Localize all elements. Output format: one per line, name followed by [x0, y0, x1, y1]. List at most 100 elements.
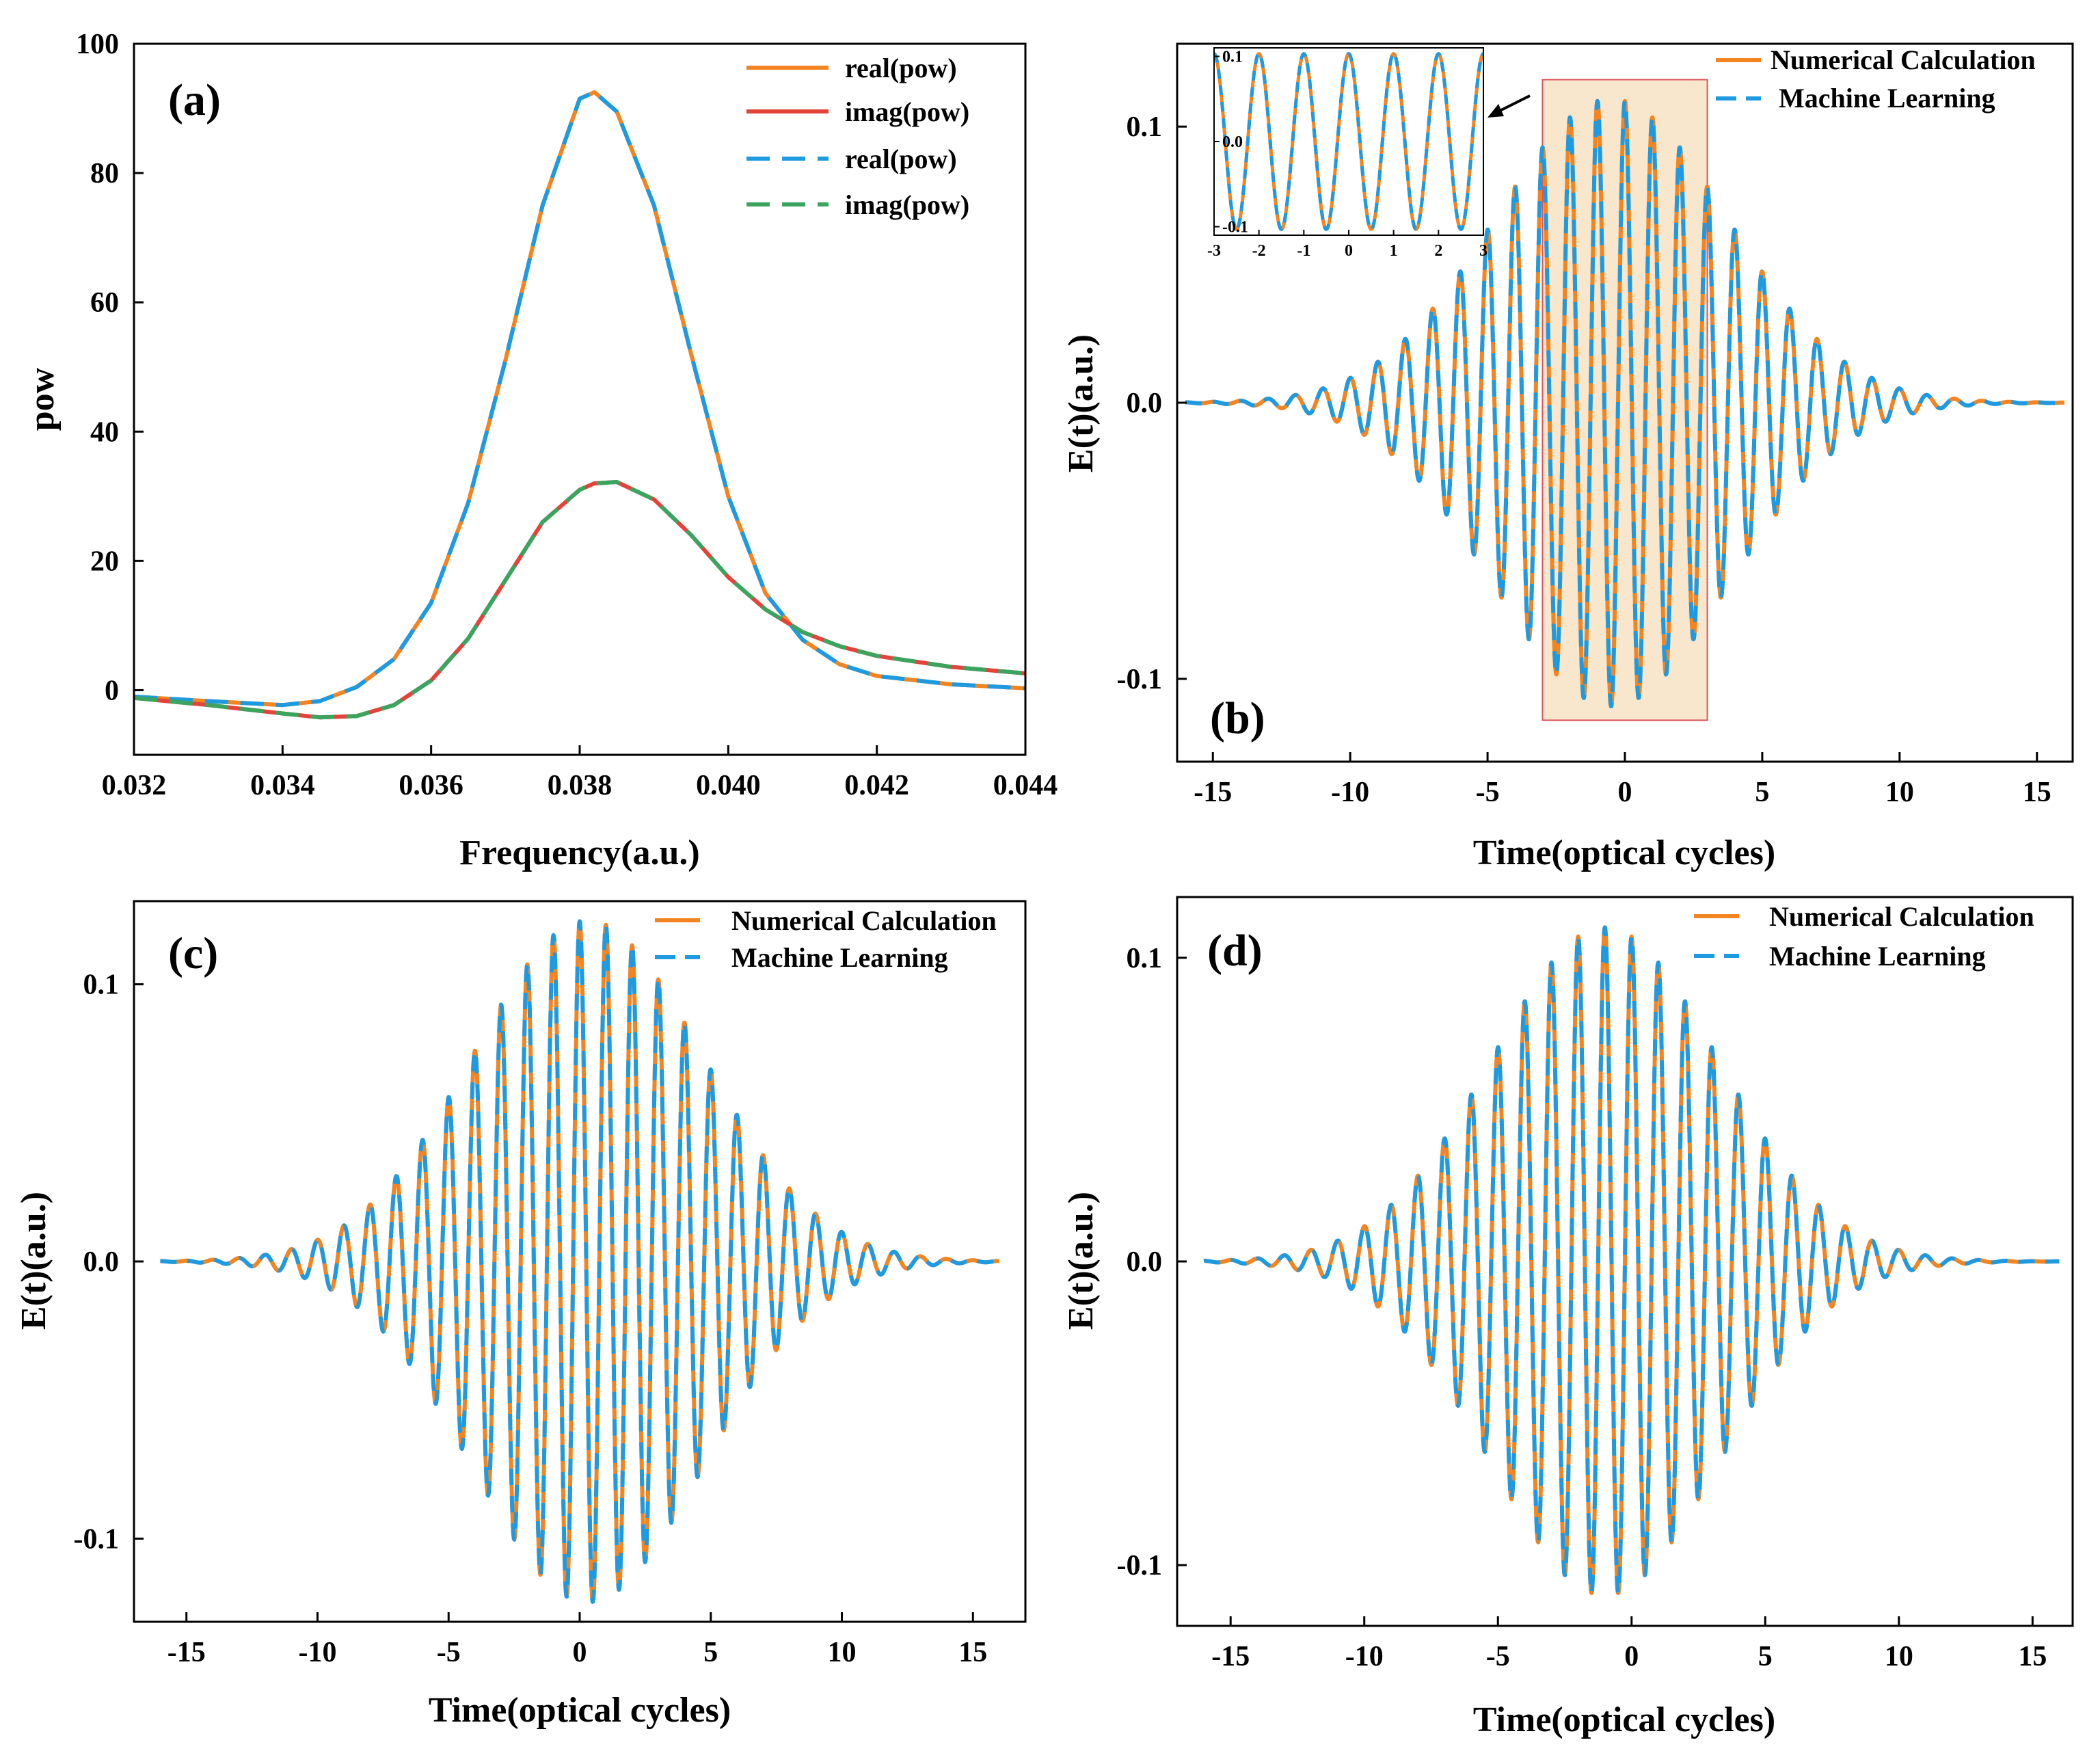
legend-label-imag-pow-dashed: imag(pow) — [845, 189, 969, 220]
x-tick-label: 10 — [1885, 1641, 1913, 1672]
panel-b-x-axis-title: Time(optical cycles) — [1473, 833, 1775, 872]
inset-y-tick-label: 0.0 — [1222, 133, 1243, 151]
panel-a-y-axis-title: pow — [23, 367, 62, 431]
legend-label-real-pow-solid: real(pow) — [845, 53, 957, 83]
highlight-region — [1542, 79, 1708, 721]
x-tick-label: -5 — [1486, 1641, 1510, 1672]
x-tick-label: 0 — [1618, 777, 1632, 808]
panel-c-x-axis: -15 -10 -5 0 5 10 15 — [167, 1612, 987, 1668]
panel-a: 0.032 0.034 0.036 0.038 0.040 0.042 0.044 0 20 4… — [23, 29, 1058, 872]
legend-label-numerical-calculation: Numerical Calculation — [1769, 901, 2034, 932]
y-tick-label: 0 — [105, 675, 119, 706]
y-tick-label: 0.1 — [1127, 111, 1163, 143]
panel-d-y-axis: -0.1 0.0 0.1 — [1117, 943, 1187, 1581]
panel-b-inset-x-axis: -3 -2 -1 0 1 2 3 — [1207, 230, 1488, 260]
panel-b-legend: Numerical Calculation Machine Learning — [1716, 44, 2036, 113]
x-tick-label: 15 — [958, 1637, 987, 1668]
y-tick-label: 80 — [90, 158, 119, 189]
panel-b-inset-plot-area — [1213, 51, 1485, 232]
x-tick-label: 0.032 — [102, 770, 167, 801]
panel-c-plot-area — [158, 919, 1001, 1604]
series-line-1 — [133, 480, 1026, 720]
legend-label-numerical-calculation: Numerical Calculation — [1771, 44, 2036, 75]
panel-c-y-axis: -0.1 0.0 0.1 — [74, 970, 144, 1555]
panel-d-plot-area — [1202, 925, 2061, 1595]
panel-d-label: (d) — [1207, 926, 1263, 976]
x-tick-label: 15 — [2023, 777, 2051, 808]
panel-d-y-axis-title: E(t)(a.u.) — [1062, 1192, 1101, 1330]
x-tick-label: 10 — [1885, 777, 1914, 808]
panel-b-plot-area — [1183, 79, 2067, 721]
x-tick-label: 0.038 — [548, 770, 612, 801]
x-tick-label: -15 — [167, 1637, 206, 1668]
y-tick-label: 0.0 — [1127, 388, 1163, 419]
x-tick-label: 5 — [703, 1637, 718, 1668]
panel-d-x-axis-title: Time(optical cycles) — [1473, 1700, 1775, 1739]
panel-d: -15 -10 -5 0 5 10 15 -0.1 0.0 0.1 Time(optical c… — [1062, 896, 2074, 1739]
panel-b-y-axis-title: E(t)(a.u.) — [1062, 334, 1101, 472]
x-tick-label: -10 — [1345, 1641, 1384, 1672]
panel-b-inset-y-axis: 0.1 0.0 -0.1 — [1214, 48, 1248, 237]
panel-c-label: (c) — [168, 928, 218, 978]
x-tick-label: -10 — [1331, 777, 1369, 808]
y-tick-label: 100 — [76, 29, 119, 60]
x-tick-label: -5 — [437, 1637, 461, 1668]
series-line-0 — [1202, 925, 2061, 1595]
y-tick-label: 0.1 — [1127, 943, 1163, 974]
inset-y-tick-label: -0.1 — [1222, 219, 1248, 237]
inset-y-tick-label: 0.1 — [1222, 48, 1243, 66]
panel-c-x-axis-title: Time(optical cycles) — [429, 1691, 731, 1730]
legend-label-imag-pow-solid: imag(pow) — [845, 96, 969, 127]
x-tick-label: 10 — [828, 1637, 857, 1668]
x-tick-label: 5 — [1755, 777, 1769, 808]
inset-x-tick-label: -3 — [1207, 242, 1221, 260]
inset-x-tick-label: 1 — [1390, 242, 1398, 260]
x-tick-label: -10 — [298, 1637, 336, 1668]
y-tick-label: -0.1 — [1117, 664, 1163, 695]
inset-x-tick-label: -1 — [1297, 242, 1310, 260]
panel-b-inset: -3 -2 -1 0 1 2 3 0.1 0.0 -0.1 — [1207, 47, 1488, 260]
inset-x-tick-label: 0 — [1345, 242, 1353, 260]
panel-b-y-axis: -0.1 0.0 0.1 — [1117, 111, 1187, 695]
inset-series-line-1 — [1213, 51, 1485, 232]
y-tick-label: 60 — [90, 287, 119, 319]
inset-x-tick-label: 2 — [1434, 242, 1442, 260]
panel-a-label: (a) — [168, 75, 221, 125]
x-tick-label: 0 — [1624, 1641, 1639, 1672]
panel-a-legend: real(pow) imag(pow) real(pow) imag(pow) — [746, 53, 969, 220]
legend-label-numerical-calculation: Numerical Calculation — [731, 905, 997, 936]
y-tick-label: 40 — [90, 416, 119, 448]
y-tick-label: 20 — [90, 546, 119, 577]
x-tick-label: 0.042 — [844, 770, 909, 801]
y-tick-label: 0.1 — [83, 970, 120, 1001]
x-tick-label: 5 — [1758, 1641, 1773, 1672]
panel-a-plot-area — [133, 90, 1026, 720]
inset-x-tick-label: 3 — [1479, 242, 1488, 260]
panel-b-inset-arrow — [1488, 94, 1531, 118]
series-line-1 — [158, 919, 1001, 1604]
legend-label-machine-learning: Machine Learning — [731, 942, 948, 973]
panel-c-legend: Numerical Calculation Machine Learning — [655, 905, 997, 973]
panel-a-x-axis-title: Frequency(a.u.) — [459, 833, 699, 872]
panel-b: -15 -10 -5 0 5 10 15 -0.10.00.1 Time(optical c… — [1062, 42, 2074, 872]
x-tick-label: -5 — [1476, 777, 1500, 808]
series-line-1 — [1183, 98, 2067, 708]
x-tick-label: 0.040 — [696, 770, 761, 801]
legend-label-machine-learning: Machine Learning — [1769, 941, 1986, 972]
series-line-2 — [133, 90, 1026, 708]
panel-b-x-axis: -15 -10 -5 0 5 10 15 — [1194, 752, 2051, 808]
panel-a-y-axis: 0 20 40 60 80 100 — [76, 29, 144, 706]
panel-b-label: (b) — [1210, 693, 1265, 743]
panel-d-legend: Numerical Calculation Machine Learning — [1694, 901, 2034, 972]
legend-label-real-pow-dashed: real(pow) — [845, 144, 957, 174]
x-tick-label: 0.034 — [250, 770, 315, 801]
panel-c-y-axis-title: E(t)(a.u.) — [14, 1192, 53, 1330]
x-tick-label: 0.036 — [399, 770, 463, 801]
panel-d-x-axis: -15 -10 -5 0 5 10 15 — [1211, 1616, 2047, 1672]
x-tick-label: -15 — [1211, 1641, 1250, 1672]
y-tick-label: -0.1 — [1117, 1550, 1163, 1581]
y-tick-label: -0.1 — [74, 1523, 120, 1555]
x-tick-label: -15 — [1194, 777, 1232, 808]
panel-a-x-axis: 0.032 0.034 0.036 0.038 0.040 0.042 0.044 — [102, 745, 1058, 801]
